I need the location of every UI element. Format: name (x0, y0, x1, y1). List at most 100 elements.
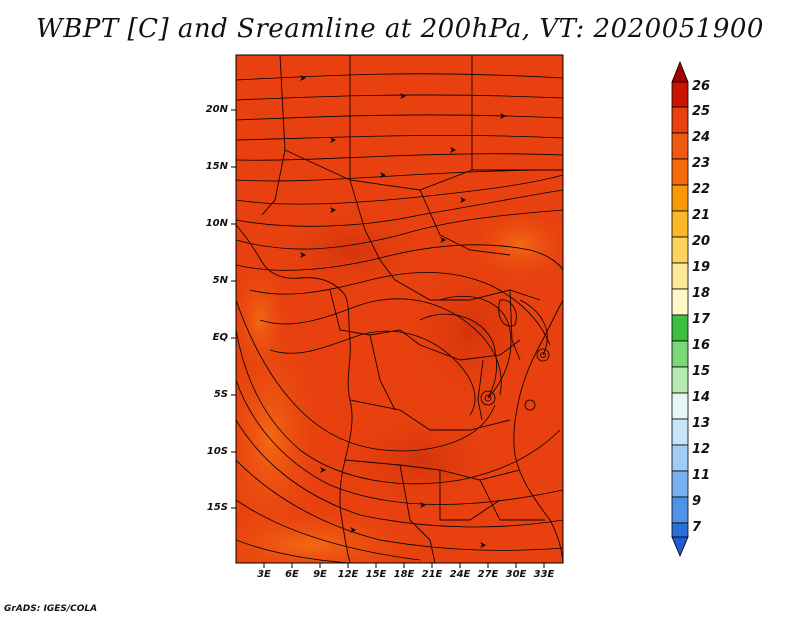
colorbar-segment (671, 444, 689, 472)
arrow-head (300, 252, 306, 258)
streamline (236, 209, 563, 250)
country-borders (236, 55, 563, 563)
lat-label: 5S (213, 389, 228, 400)
colorbar-segment (671, 392, 689, 420)
map-title: WBPT [C] and Sreamline at 200hPa, VT: 20… (36, 14, 764, 44)
lat-label: 5N (212, 275, 228, 286)
lon-label: 12E (337, 569, 359, 580)
colorbar-label: 17 (692, 312, 711, 327)
arrow-head (350, 527, 356, 533)
credit-text: GrADS: IGES/COLA (4, 604, 98, 614)
colorbar-segment (671, 81, 689, 108)
colorbar-label: 23 (692, 156, 711, 171)
arrow-head (320, 467, 326, 473)
lat-label: 10S (206, 446, 228, 457)
colorbar-label: 13 (692, 416, 711, 431)
colorbar-segment (671, 106, 689, 134)
coastline (513, 299, 563, 563)
colorbar-segment (671, 288, 689, 316)
colorbar-segment (671, 366, 689, 394)
colorbar-segment (671, 522, 689, 538)
arrow-head (440, 237, 446, 243)
streamline (236, 135, 563, 141)
vortex (480, 390, 496, 406)
wbpt-field (236, 55, 563, 563)
hot-region (400, 250, 540, 410)
coastline (236, 224, 353, 563)
colorbar-segment (671, 158, 689, 186)
border (349, 399, 511, 431)
streamline (249, 271, 551, 346)
colorbar-label: 14 (692, 390, 711, 405)
lat-label: EQ (212, 332, 228, 343)
border (349, 55, 473, 191)
vortex (536, 348, 550, 362)
streamline (439, 296, 512, 399)
lon-label: 3E (257, 569, 271, 580)
lon-label: 9E (313, 569, 327, 580)
streamline (236, 94, 563, 101)
warm-region (236, 320, 325, 560)
streamline (236, 169, 563, 182)
colorbar-label: 20 (692, 234, 711, 249)
lat-ticks (231, 109, 236, 509)
plot-frame (235, 54, 564, 564)
border (419, 189, 511, 256)
streamline (236, 539, 351, 563)
border (369, 334, 396, 411)
streamline (236, 459, 563, 551)
streamline (236, 419, 563, 528)
streamline (269, 330, 476, 416)
arrow-head (330, 137, 336, 143)
border (394, 279, 541, 301)
streamline (236, 174, 563, 205)
border (349, 179, 396, 281)
border (479, 479, 545, 521)
streamline (419, 313, 497, 399)
arrow-head (480, 542, 486, 548)
colorbar-label: 22 (692, 182, 711, 197)
border (261, 149, 286, 216)
streamline (236, 379, 563, 505)
streamline (236, 114, 563, 121)
colorbar-segment (671, 314, 689, 342)
colorbar-bottom-triangle (671, 536, 689, 558)
colorbar-label: 18 (692, 286, 711, 301)
colorbar (671, 60, 689, 558)
colorbar-top-triangle (671, 60, 689, 83)
colorbar-label: 16 (692, 338, 711, 353)
colorbar-segment (671, 132, 689, 160)
streamlines (236, 73, 563, 563)
lon-label: 33E (533, 569, 555, 580)
vortex (484, 394, 492, 402)
arrow-head (450, 147, 456, 153)
arrow-head (300, 75, 306, 81)
hot-region (330, 410, 510, 510)
streamline (236, 73, 563, 81)
lon-label: 18E (393, 569, 415, 580)
streamline (236, 329, 561, 485)
lat-label: 15S (206, 502, 228, 513)
lat-label: 10N (205, 218, 228, 229)
border (509, 289, 521, 361)
colorbar-label: 19 (692, 260, 711, 275)
lake (498, 299, 517, 327)
colorbar-segment (671, 470, 689, 498)
colorbar-segment (671, 418, 689, 446)
vortex (540, 352, 546, 358)
streamline (236, 244, 563, 271)
lon-label: 30E (505, 569, 527, 580)
lat-label: 15N (205, 161, 228, 172)
border (419, 339, 521, 361)
colorbar-segment (671, 340, 689, 368)
lon-label: 6E (285, 569, 299, 580)
streamline (519, 299, 548, 356)
streamline (236, 499, 421, 561)
warm-region (236, 260, 290, 380)
lon-label: 24E (449, 569, 471, 580)
arrow-head (420, 502, 426, 508)
streamline (236, 189, 563, 227)
arrow-head (460, 197, 466, 203)
border (399, 464, 436, 563)
